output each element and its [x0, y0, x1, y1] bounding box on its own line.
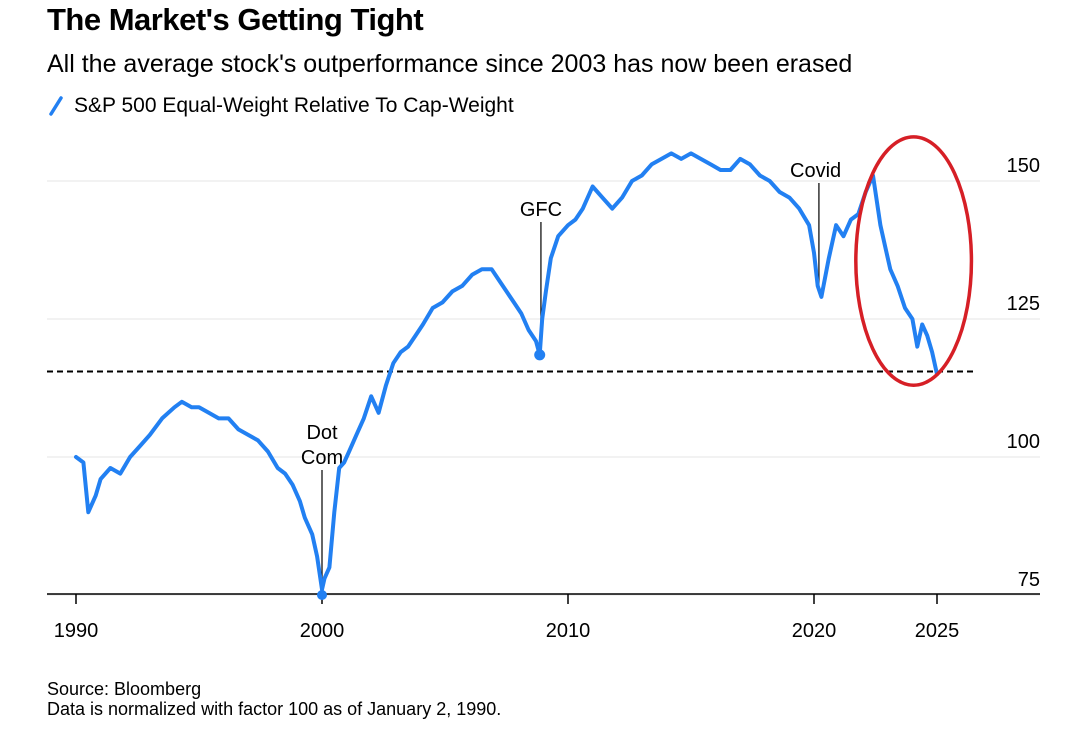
annotation-dot-com: Dot Com: [301, 422, 343, 469]
y-tick-label-100: 100: [1007, 431, 1040, 453]
slash-line-icon: [49, 96, 63, 116]
chart-title: The Market's Getting Tight: [47, 2, 424, 37]
normalization-note: Data is normalized with factor 100 as of…: [47, 699, 502, 719]
series-line: [74, 151, 939, 592]
legend-label: S&P 500 Equal-Weight Relative To Cap-Wei…: [74, 94, 514, 117]
highlight-circle: [854, 135, 974, 387]
gfc-low-point: [534, 349, 546, 361]
x-tick-label-1990: 1990: [54, 620, 99, 642]
y-tick-label-150: 150: [1007, 155, 1040, 177]
y-tick-label-75: 75: [1018, 569, 1040, 591]
annotation-gfc: GFC: [520, 199, 562, 221]
x-tick-label-2025: 2025: [915, 620, 960, 642]
dotcom-low-point: [317, 590, 327, 600]
source-note: Source: Bloomberg: [47, 679, 202, 699]
x-tick-label-2000: 2000: [300, 620, 345, 642]
chart-footer: Source: Bloomberg Data is normalized wit…: [47, 679, 501, 719]
annotation-covid: Covid: [790, 160, 841, 182]
x-tick-label-2020: 2020: [792, 620, 837, 642]
chart-subtitle: All the average stock's outperformance s…: [47, 50, 853, 78]
chart-legend: S&P 500 Equal-Weight Relative To Cap-Wei…: [48, 94, 514, 118]
x-tick-label-2010: 2010: [546, 620, 591, 642]
y-tick-label-125: 125: [1007, 293, 1040, 315]
